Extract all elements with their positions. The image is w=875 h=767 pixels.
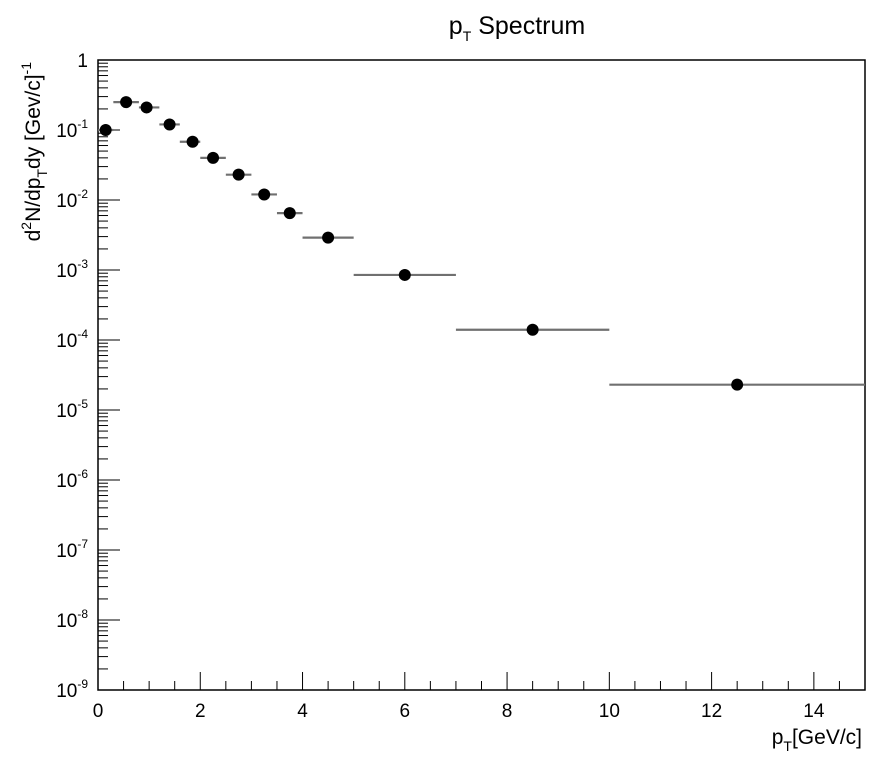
x-tick-label: 4 (297, 701, 308, 722)
x-tick-label: 14 (803, 701, 825, 722)
data-point (322, 231, 335, 244)
x-tick-label: 0 (93, 701, 104, 722)
data-point (526, 323, 539, 336)
data-point (99, 124, 112, 136)
y-tick-label: 10-5 (56, 397, 88, 422)
x-tick-labels: 0 2 4 6 8 10 12 14 (93, 701, 825, 722)
data-point (731, 378, 744, 391)
y-tick-label: 1 (77, 51, 88, 72)
x-tick-label: 2 (195, 701, 206, 722)
y-tick-label: 10-6 (56, 467, 88, 492)
chart-title: pT Spectrum (449, 12, 585, 44)
y-axis-title: d2N/dpTdy [Gev/c]-1 (18, 62, 50, 242)
data-point (140, 101, 153, 114)
y-tick-label: 10-8 (56, 607, 88, 632)
x-axis-ticks (97, 672, 866, 690)
y-tick-label: 10-4 (56, 327, 88, 352)
data-point (186, 135, 199, 148)
x-tick-label: 12 (701, 701, 722, 722)
data-point (258, 188, 271, 201)
y-tick-label: 10-3 (56, 257, 88, 282)
data-point (283, 207, 296, 220)
x-axis-title: pT[GeV/c] (772, 726, 862, 754)
y-tick-label: 10-7 (56, 537, 88, 562)
data-point (163, 118, 176, 131)
y-tick-label: 10-9 (56, 677, 88, 702)
data-point (398, 268, 411, 281)
y-axis-ticks (98, 59, 120, 691)
data-point (207, 151, 220, 164)
data-series (98, 96, 865, 391)
data-point (120, 96, 133, 109)
data-point (232, 168, 245, 181)
y-tick-label: 10-1 (56, 117, 88, 142)
x-tick-label: 6 (400, 701, 411, 722)
y-tick-label: 10-2 (56, 187, 88, 212)
x-tick-label: 8 (502, 701, 513, 722)
y-tick-labels: 1 10-1 10-2 10-3 10-4 10-5 10-6 10-7 10-8 10-9 (56, 51, 88, 702)
x-tick-label: 10 (599, 701, 620, 722)
